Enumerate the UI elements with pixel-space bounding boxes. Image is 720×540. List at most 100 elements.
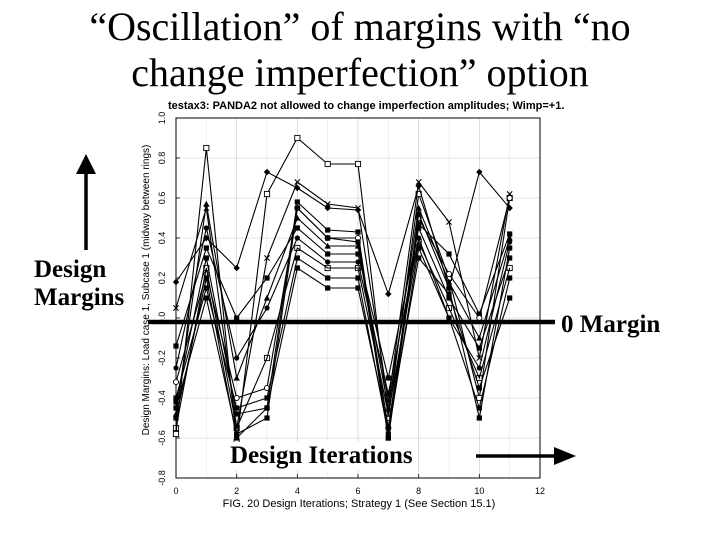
data-point-11-8 xyxy=(416,211,422,217)
data-point-7-1 xyxy=(203,225,209,231)
data-point-2-7 xyxy=(385,290,392,298)
data-point-5-7 xyxy=(385,404,392,411)
series-line-8 xyxy=(175,240,511,430)
series-5 xyxy=(172,200,513,417)
data-point-1-0 xyxy=(173,305,179,311)
x-tick-label-4: 8 xyxy=(416,486,421,496)
data-point-6-4 xyxy=(294,225,300,231)
x-tick-label-3: 6 xyxy=(355,486,360,496)
y-tick-label-3: -0.2 xyxy=(157,350,167,366)
data-point-7-0 xyxy=(173,365,179,371)
y-tick-label-8: 0.8 xyxy=(157,152,167,165)
data-point-11-10 xyxy=(476,415,482,421)
slide-title-line1: “Oscillation” of margins with “no xyxy=(89,4,631,49)
data-point-3-5 xyxy=(325,227,331,233)
data-point-4-11 xyxy=(506,194,513,202)
data-point-10-6 xyxy=(355,285,361,291)
data-point-10-3 xyxy=(264,405,270,411)
data-point-0-0 xyxy=(172,430,180,438)
data-point-8-0 xyxy=(172,424,180,432)
data-point-8-5 xyxy=(324,264,331,272)
data-point-0-5 xyxy=(324,160,331,168)
data-point-10-4 xyxy=(294,265,300,271)
series-line-9 xyxy=(175,246,511,435)
data-point-6-9 xyxy=(446,295,452,301)
data-point-6-5 xyxy=(325,251,331,257)
x-tick-label-0: 0 xyxy=(173,486,178,496)
data-point-7-2 xyxy=(234,355,240,361)
data-point-9-2 xyxy=(234,405,240,411)
series-8 xyxy=(172,238,513,432)
data-point-9-3 xyxy=(264,395,270,401)
x-axis-label: FIG. 20 Design Iterations; Strategy 1 (S… xyxy=(222,498,496,510)
series-line-2 xyxy=(175,170,511,296)
data-point-7-3 xyxy=(264,305,270,311)
y-tick-label-1: -0.6 xyxy=(157,430,167,446)
data-point-5-3 xyxy=(263,294,271,301)
data-point-2-2 xyxy=(233,264,240,272)
data-point-10-9 xyxy=(446,291,452,297)
data-point-5-1 xyxy=(203,200,210,207)
data-point-7-5 xyxy=(325,259,331,265)
x-tick-labels: 0 2 4 6 8 10 12 xyxy=(173,474,545,496)
data-point-6-11 xyxy=(507,255,513,261)
data-point-7-4 xyxy=(294,235,300,241)
series-6 xyxy=(173,225,513,381)
data-point-10-2 xyxy=(234,435,240,441)
data-point-5-11 xyxy=(506,234,513,241)
design-margins-annotation: Design Margins xyxy=(34,256,154,312)
data-point-1-5 xyxy=(324,201,331,207)
data-point-1-9 xyxy=(446,219,452,225)
data-point-2-10 xyxy=(476,168,483,176)
y-tick-label-7: 0.6 xyxy=(157,192,167,205)
data-point-8-11 xyxy=(506,264,513,272)
data-point-10-7 xyxy=(385,425,391,431)
y-tick-label-0: -0.8 xyxy=(157,470,167,486)
data-point-6-7 xyxy=(385,375,391,381)
data-point-3-2 xyxy=(234,411,240,417)
data-point-8-1 xyxy=(203,264,210,272)
x-tick-label-5: 10 xyxy=(474,486,484,496)
up-arrow-head xyxy=(76,154,96,174)
data-point-11-0 xyxy=(173,405,179,411)
data-point-11-11 xyxy=(507,245,513,251)
data-point-0-1 xyxy=(203,144,210,152)
data-point-7-10 xyxy=(476,365,482,371)
data-point-11-4 xyxy=(294,205,300,211)
data-point-5-0 xyxy=(172,410,180,417)
series-line-11 xyxy=(175,206,511,439)
data-point-8-3 xyxy=(263,354,271,362)
data-point-8-6 xyxy=(354,264,362,272)
data-point-10-11 xyxy=(507,295,513,301)
data-point-9-8 xyxy=(416,245,422,251)
data-point-2-3 xyxy=(263,168,271,176)
data-point-0-3 xyxy=(263,190,271,198)
data-point-2-4 xyxy=(294,184,301,192)
data-point-0-4 xyxy=(294,134,301,142)
data-point-2-8 xyxy=(415,182,422,190)
series-line-1 xyxy=(175,180,511,429)
data-point-3-1 xyxy=(203,255,209,261)
chart-title: testax3: PANDA2 not allowed to change im… xyxy=(166,100,590,112)
data-point-10-10 xyxy=(476,385,482,391)
design-iterations-annotation: Design Iterations xyxy=(228,442,415,470)
data-point-8-9 xyxy=(445,304,453,312)
y-tick-label-6: 0.4 xyxy=(157,232,167,245)
data-point-5-2 xyxy=(233,374,240,381)
data-point-10-8 xyxy=(416,255,422,261)
data-point-5-5 xyxy=(324,242,331,249)
series-line-5 xyxy=(175,203,511,415)
data-point-10-0 xyxy=(173,415,179,421)
annotation-overlay xyxy=(76,154,576,465)
slide-title: “Oscillation” of margins with “no change… xyxy=(0,4,720,96)
data-point-6-6 xyxy=(355,251,361,257)
right-arrow-head xyxy=(554,447,576,465)
data-point-1-3 xyxy=(264,255,270,261)
series-line-6 xyxy=(175,226,511,379)
data-point-3-11 xyxy=(507,231,513,237)
data-point-11-1 xyxy=(203,295,209,301)
data-point-11-3 xyxy=(264,415,270,421)
data-point-2-6 xyxy=(354,206,362,214)
data-point-9-1 xyxy=(203,285,209,291)
data-point-11-7 xyxy=(385,435,391,441)
